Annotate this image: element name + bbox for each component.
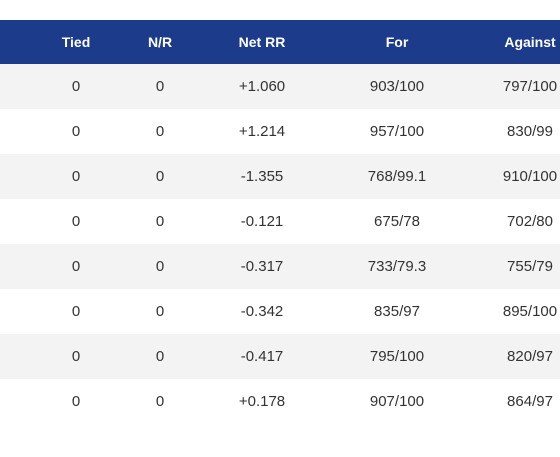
header-truncated: t <box>0 20 4 64</box>
table-row: 0 0 -1.355 768/99.1 910/100 <box>0 154 560 199</box>
cell-tied: 0 <box>71 348 81 365</box>
table-row: 0 0 -0.417 795/100 820/97 <box>0 334 560 379</box>
cell-against: 820/97 <box>507 348 553 365</box>
cell-for: 675/78 <box>374 213 420 230</box>
table-row: 0 0 +1.214 957/100 830/99 <box>0 109 560 154</box>
cell-against: 797/100 <box>502 78 558 95</box>
header-net-rr: Net RR <box>238 34 286 50</box>
header-tied: Tied <box>61 34 91 50</box>
cell-tied: 0 <box>71 78 81 95</box>
cell-for: 733/79.3 <box>367 258 427 275</box>
cell-against: 830/99 <box>507 123 553 140</box>
cell-nr: 0 <box>155 168 165 185</box>
cell-tied: 0 <box>71 393 81 410</box>
cell-against: 755/79 <box>507 258 553 275</box>
header-for: For <box>385 34 409 50</box>
cell-net-rr: -1.355 <box>240 168 284 185</box>
cell-tied: 0 <box>71 303 81 320</box>
cell-net-rr: +1.214 <box>238 123 286 140</box>
cell-net-rr: -0.417 <box>240 348 284 365</box>
cell-tied: 0 <box>71 168 81 185</box>
cell-tied: 0 <box>71 123 81 140</box>
cell-tied: 0 <box>71 258 81 275</box>
cell-net-rr: -0.121 <box>240 213 284 230</box>
header-nr: N/R <box>147 34 173 50</box>
cell-nr: 0 <box>155 348 165 365</box>
cell-net-rr: +1.060 <box>238 78 286 95</box>
cell-net-rr: +0.178 <box>238 393 286 410</box>
table-row: 0 0 -0.317 733/79.3 755/79 <box>0 244 560 289</box>
cell-for: 957/100 <box>369 123 425 140</box>
cell-tied: 0 <box>71 213 81 230</box>
cell-for: 795/100 <box>369 348 425 365</box>
cell-nr: 0 <box>155 258 165 275</box>
cell-against: 895/100 <box>502 303 558 320</box>
cell-nr: 0 <box>155 213 165 230</box>
table-row: 0 0 +1.060 903/100 797/100 <box>0 64 560 109</box>
cell-nr: 0 <box>155 78 165 95</box>
cell-for: 907/100 <box>369 393 425 410</box>
cell-nr: 0 <box>155 393 165 410</box>
cell-against: 910/100 <box>502 168 558 185</box>
cell-net-rr: -0.342 <box>240 303 284 320</box>
cell-against: 702/80 <box>507 213 553 230</box>
cell-for: 903/100 <box>369 78 425 95</box>
cell-net-rr: -0.317 <box>240 258 284 275</box>
cell-nr: 0 <box>155 123 165 140</box>
cell-against: 864/97 <box>507 393 553 410</box>
table-row: 0 0 -0.121 675/78 702/80 <box>0 199 560 244</box>
cell-for: 835/97 <box>374 303 420 320</box>
table-row: 0 0 +0.178 907/100 864/97 <box>0 379 560 424</box>
cell-nr: 0 <box>155 303 165 320</box>
table-header-row: t Tied N/R Net RR For Against <box>0 20 560 64</box>
points-table: t Tied N/R Net RR For Against 0 0 +1.060… <box>0 20 560 424</box>
cell-for: 768/99.1 <box>367 168 427 185</box>
table-row: 0 0 -0.342 835/97 895/100 <box>0 289 560 334</box>
header-against: Against <box>504 34 556 50</box>
